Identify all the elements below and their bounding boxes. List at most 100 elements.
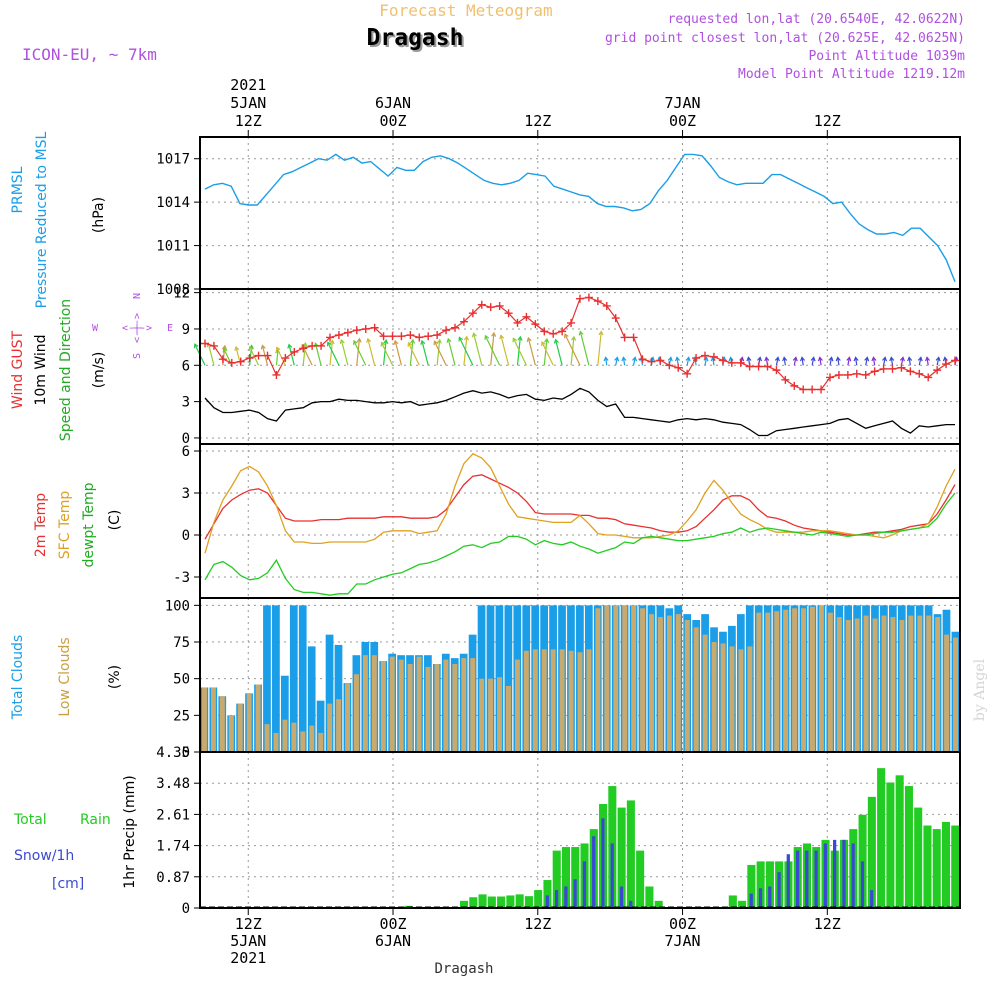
bottom-location: Dragash [434,961,493,977]
bottom-time-label: 12Z [524,915,551,933]
precip-total-bar [460,900,469,908]
clouds-unit: (%) [107,665,123,689]
gust-series-line [204,296,956,391]
snow-bar [870,890,874,908]
total-clouds-bar [298,605,307,752]
y-tick-label: 75 [173,635,190,651]
wind-arrow-head [828,356,834,362]
wind-arrow-head [764,356,770,362]
low-clouds-bar [675,614,681,752]
low-clouds-bar [264,724,270,752]
wind-arrow-head [667,356,673,362]
gust-point [513,318,522,327]
gust-point [915,369,924,378]
precip-unit: 1hr Precip (mm) [122,775,138,888]
wind-arrow-head [632,356,638,362]
precip-total-bar [654,900,663,908]
precip-snow-label: Snow/1h [14,848,74,864]
precip-total-bar [469,897,478,908]
wind-arrow-head [882,356,888,362]
chart-marks: 1008101110141017036912-3036025507510000.… [156,76,961,967]
snow-bar [573,879,577,908]
compass-s: S [132,353,143,359]
wind-arrow-head [621,356,627,362]
low-clouds-label: Low Clouds [57,637,73,716]
wind-arrow-head [383,339,389,345]
total-clouds-bar [263,605,271,752]
top-time-label: 12Z [235,112,262,130]
precip-total-bar [543,880,552,908]
compass-e: E [167,323,173,334]
gust-point [451,323,459,332]
gust-point [754,362,763,371]
snow-bar [860,861,865,908]
location-shadow: Dragash [369,27,466,53]
total-clouds-bar [280,675,289,752]
low-clouds-bar [389,656,395,752]
low-clouds-bar [693,627,699,752]
wind-direction-arrow [275,349,279,366]
snow-bar [582,861,587,908]
bottom-time-label: 00Z [379,915,406,933]
wind-arrow-head [917,356,923,362]
wind-direction-arrow [207,343,215,366]
gust-point [236,357,245,366]
wind-direction-arrow [436,339,441,366]
gust-point [209,341,218,350]
y-tick-label: 6 [182,358,190,374]
gust-point [709,352,718,361]
snow-bar [823,843,827,908]
bottom-time-label: 2021 [230,949,266,967]
wind-direction-arrow [543,338,548,366]
top-time-label: 12Z [524,112,551,130]
gust-point [254,351,263,360]
gust-point [343,328,352,337]
low-clouds-bar [845,620,851,752]
wind-direction-arrow [555,339,563,366]
temp2m-label: 2m Temp [33,493,49,557]
precip-total-bar [738,900,747,908]
gust-point [897,363,906,372]
gridpoint-coords: grid point closest lon,lat (20.625E, 42.… [605,31,965,46]
wind-direction-arrow [327,342,340,366]
wind-arrow-head [553,338,559,344]
wind-direction-arrow [865,357,868,366]
total-clouds-bar [477,605,486,752]
wind-direction-arrow [908,357,911,366]
precip-total-bar [561,847,571,908]
low-clouds-bar [747,646,753,752]
wind-arrow-head [935,356,941,362]
wind-label: 10m Wind [33,334,49,405]
model-label: ICON-EU, ~ 7km [22,45,157,64]
wind-direction-arrow [801,357,804,366]
precip-total-bar [487,896,496,908]
wind-arrow-head [603,356,609,362]
wind-speed-series-line [204,387,955,437]
wind-direction-arrow [819,357,822,366]
wind-arrow-head [578,330,584,336]
low-clouds-bar [345,683,350,752]
gust-point [692,354,701,363]
total-clouds-bar [504,605,513,752]
watermark: by Angel [972,658,988,721]
gust-point [495,301,504,310]
gust-point [308,341,317,350]
y-tick-label: 3.48 [156,776,190,792]
low-clouds-bar [872,618,878,752]
wind-arrow-head [491,331,497,337]
gust-point [584,293,593,302]
low-clouds-bar [666,615,672,752]
wind-arrow-head [564,333,569,339]
precip-total-bar [932,829,941,908]
low-clouds-bar [613,605,619,752]
low-clouds-bar [452,664,458,752]
gust-point [620,333,629,342]
gust-label: Wind GUST [10,330,26,409]
snow-bar [749,893,753,908]
gust-point [951,356,959,365]
low-clouds-bar [908,615,914,752]
low-clouds-bar [595,608,601,752]
low-clouds-bar [514,659,520,752]
